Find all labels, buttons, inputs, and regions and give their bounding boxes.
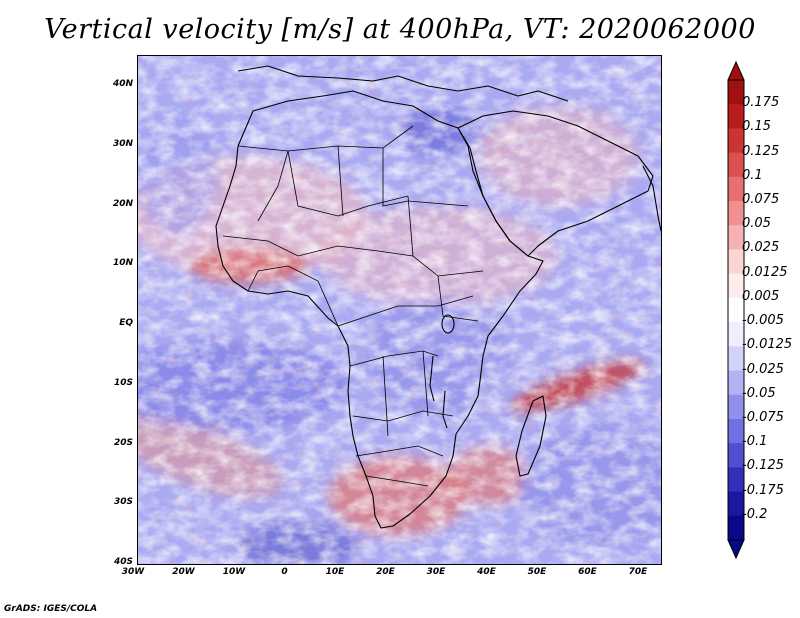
colorbar-label: -0.025 <box>742 361 784 377</box>
colorbar-label: 0.025 <box>742 240 780 256</box>
colorbar-label: 0.175 <box>742 95 780 111</box>
colorbar-swatch <box>728 297 744 323</box>
lat-tick-label: 20S <box>113 437 133 448</box>
lon-tick-label: 0 <box>281 567 288 577</box>
colorbar-label: -0.0125 <box>742 337 793 353</box>
coastlines <box>215 65 661 529</box>
grads-credit: GrADS: IGES/COLA <box>4 604 98 614</box>
colorbar-swatch <box>728 491 744 517</box>
colorbar-swatch <box>728 322 744 347</box>
lon-tick-label: 20W <box>172 567 195 577</box>
lon-tick-label: 10E <box>325 567 345 577</box>
colorbar-label: 0.005 <box>742 288 780 304</box>
lon-tick-label: 10W <box>222 567 246 577</box>
colorbar-swatch <box>728 443 744 468</box>
colorbar-label: -0.175 <box>742 482 784 498</box>
lat-tick-label: 40S <box>113 557 133 567</box>
field-texture-warm <box>138 56 661 564</box>
colorbar-swatch <box>728 370 744 396</box>
map-panel <box>137 55 662 565</box>
lat-tick-label: 10S <box>113 377 133 388</box>
colorbar-swatch <box>728 128 744 154</box>
colorbar-swatch <box>728 201 744 226</box>
africa-coastline <box>215 90 544 529</box>
lat-tick-label: 40N <box>112 79 133 89</box>
lon-tick-label: 20E <box>376 567 395 577</box>
lat-tick-label: 30N <box>112 138 133 149</box>
lat-tick-label: EQ <box>119 318 133 328</box>
colorbar-label: 0.05 <box>742 216 771 232</box>
colorbar <box>727 60 745 560</box>
colorbar-label: -0.125 <box>742 458 784 474</box>
colorbar-swatch <box>728 346 744 372</box>
colorbar-swatch <box>728 225 744 250</box>
colorbar-swatch <box>728 515 744 541</box>
lat-tick-label: 20N <box>112 198 133 209</box>
lake-malawi <box>442 390 448 429</box>
map-title: Vertical velocity [m/s] at 400hPa, VT: 2… <box>44 14 756 45</box>
india-coastline <box>642 165 661 232</box>
lon-tick-label: 30E <box>426 567 446 577</box>
colorbar-swatch <box>728 273 744 299</box>
lon-tick-label: 70E <box>628 567 648 577</box>
colorbar-swatch <box>728 104 744 129</box>
colorbar-label: 0.0125 <box>742 264 788 280</box>
lake-tanganyika <box>429 355 435 402</box>
colorbar-swatch <box>728 467 744 493</box>
colorbar-min-arrow <box>727 539 745 560</box>
colorbar-label: -0.005 <box>742 313 784 329</box>
lat-tick-label: 10N <box>112 258 133 269</box>
map-plot <box>138 56 661 564</box>
colorbar-label: -0.2 <box>742 506 768 522</box>
lon-tick-label: 30W <box>121 567 145 577</box>
colorbar-label: -0.075 <box>742 409 784 425</box>
europe-coastline <box>237 65 569 102</box>
lon-tick-label: 50E <box>527 567 547 577</box>
madagascar-coastline <box>515 395 547 477</box>
colorbar-swatch <box>728 418 744 444</box>
lon-tick-label: 60E <box>578 567 597 577</box>
colorbar-label: 0.125 <box>742 143 780 159</box>
arabia-coastline <box>457 110 654 257</box>
lon-tick-label: 40E <box>477 567 496 577</box>
colorbar-label: 0.075 <box>742 192 780 208</box>
colorbar-label: 0.15 <box>742 119 771 135</box>
colorbar-outline <box>727 79 745 541</box>
colorbar-label: 0.1 <box>742 167 763 183</box>
country-borders <box>222 125 484 487</box>
colorbar-swatch <box>728 152 744 178</box>
lake-victoria <box>441 314 455 334</box>
colorbar-swatch <box>728 80 744 105</box>
colorbar-swatch <box>728 394 744 420</box>
colorbar-swatch <box>728 176 744 202</box>
colorbar-max-arrow <box>727 60 745 81</box>
colorbar-label: -0.05 <box>742 385 776 401</box>
lat-tick-label: 30S <box>113 497 133 508</box>
colorbar-label: -0.1 <box>742 434 768 450</box>
colorbar-swatch <box>728 249 744 275</box>
